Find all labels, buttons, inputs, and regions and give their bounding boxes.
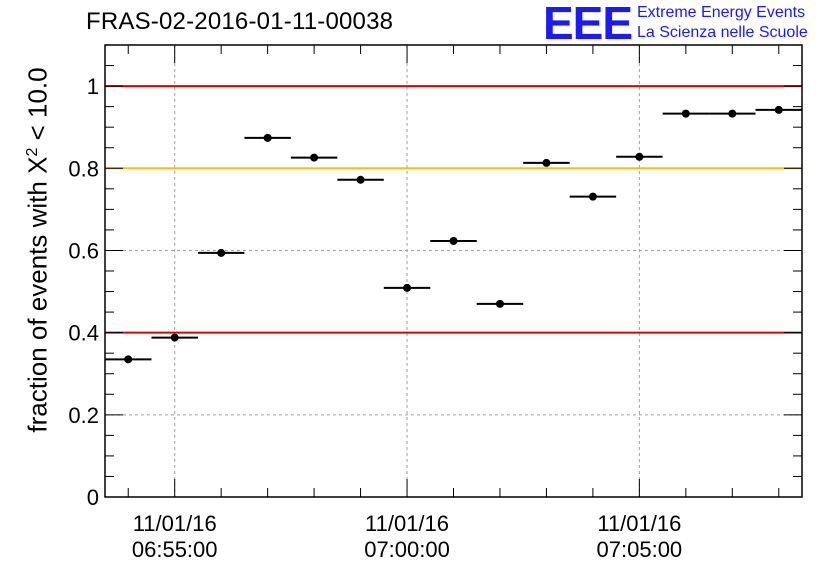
data-point	[403, 283, 412, 292]
data-point	[542, 158, 551, 167]
data-point	[495, 299, 504, 308]
x-tick-label-date: 11/01/16	[133, 511, 217, 536]
chart-title: FRAS-02-2016-01-11-00038	[86, 8, 394, 35]
x-tick-label-time: 07:05:00	[597, 537, 683, 562]
data-point	[263, 133, 272, 142]
data-point	[217, 248, 226, 257]
data-point	[449, 237, 458, 246]
data-point	[588, 192, 597, 201]
x-tick-label-date: 11/01/16	[365, 511, 449, 536]
y-tick-label: 0.2	[68, 403, 99, 428]
logo-line-1: Extreme Energy Events	[637, 4, 806, 21]
x-tick-label-date: 11/01/16	[597, 511, 681, 536]
y-tick-label: 0.4	[68, 321, 99, 346]
x-tick-label-time: 06:55:00	[132, 537, 218, 562]
x-tick-label-time: 07:00:00	[364, 537, 450, 562]
data-point	[728, 109, 737, 118]
data-point	[170, 333, 179, 342]
y-tick-label: 0.8	[68, 156, 99, 181]
logo-line-2: La Scienza nelle Scuole	[637, 24, 808, 41]
data-point	[356, 175, 365, 184]
eee-logo: EEE	[543, 0, 633, 49]
data-point	[681, 109, 690, 118]
data-point	[635, 152, 644, 161]
data-point	[124, 355, 133, 364]
y-tick-label: 0.6	[68, 238, 99, 263]
y-tick-label: 1	[87, 74, 99, 99]
data-point	[310, 153, 319, 162]
y-tick-label: 0	[87, 485, 99, 510]
data-point	[774, 105, 783, 114]
